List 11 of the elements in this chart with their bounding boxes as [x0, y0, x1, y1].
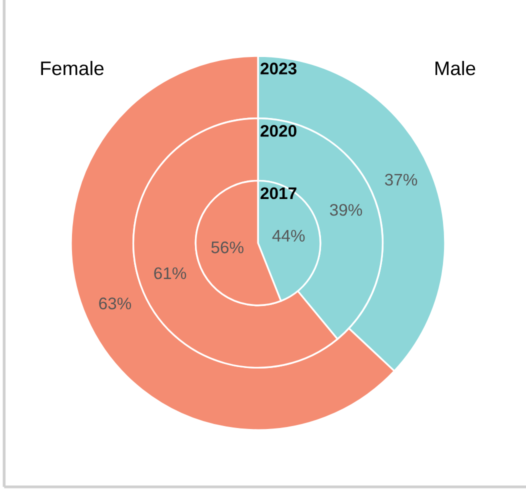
slice-label: 2020 [260, 125, 296, 137]
slice-label: Female [41, 60, 104, 76]
data-label: 63% [99, 298, 132, 310]
data-label: 39% [330, 204, 362, 216]
data-label: 61% [154, 267, 186, 280]
slice-label: 2017 [260, 187, 296, 200]
data-label: 37% [384, 174, 418, 186]
slice-label: 2023 [260, 62, 296, 74]
data-label: 44% [272, 230, 305, 242]
slice-label: Male [436, 60, 476, 76]
data-label: 56% [211, 242, 244, 254]
